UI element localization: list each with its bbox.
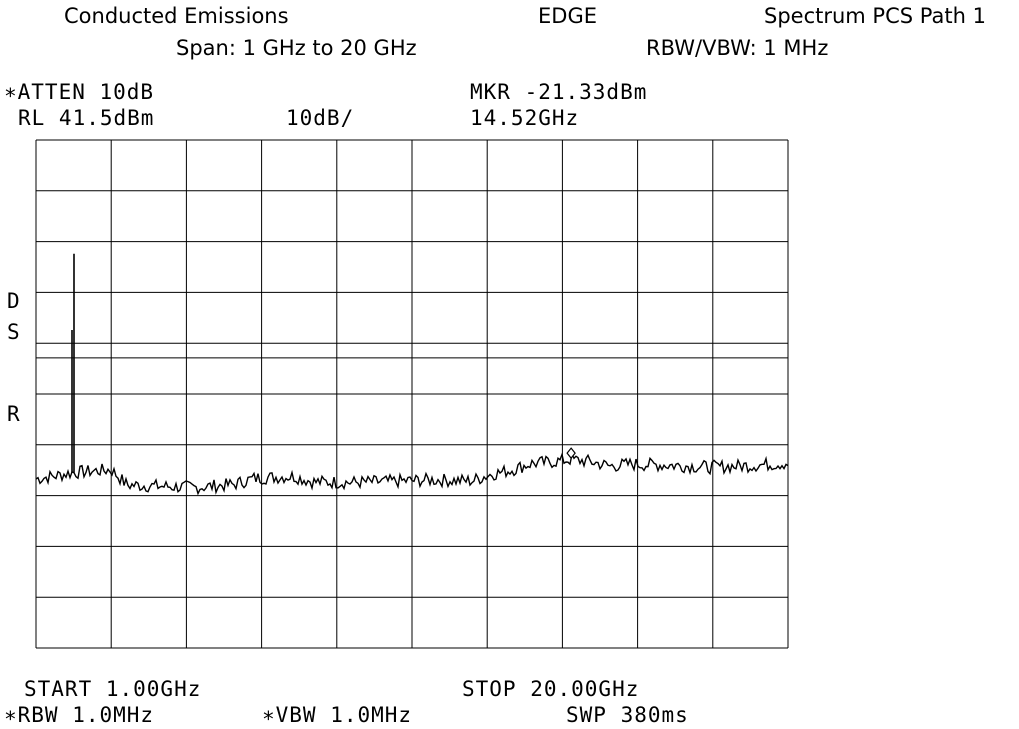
reference-indicator-r: R <box>7 402 21 426</box>
vbw-setting: ∗VBW 1.0MHz <box>262 703 413 727</box>
start-frequency: START 1.00GHz <box>24 677 202 701</box>
display-line-indicator-s: S <box>7 320 21 344</box>
spectrum-trace <box>35 452 789 496</box>
ref-level-readout: RL 41.5dBm <box>18 106 155 130</box>
rbw-vbw-label: RBW/VBW: 1 MHz <box>646 36 829 60</box>
display-line-indicator-d: D <box>7 289 21 313</box>
marker-label: MKR -21.33dBm <box>470 80 648 104</box>
marker-diamond <box>566 447 576 460</box>
atten-readout: ∗ATTEN 10dB <box>4 80 155 104</box>
sweep-time: SWP 380ms <box>566 703 689 727</box>
title: Conducted Emissions <box>64 4 289 28</box>
stop-frequency: STOP 20.00GHz <box>462 677 640 701</box>
rbw-setting: ∗RBW 1.0MHz <box>4 703 155 727</box>
scale-readout: 10dB/ <box>286 106 355 130</box>
marker-frequency: 14.52GHz <box>470 106 580 130</box>
path-label: Spectrum PCS Path 1 <box>764 4 986 28</box>
span-label: Span: 1 GHz to 20 GHz <box>176 36 417 60</box>
mode-label: EDGE <box>538 4 597 28</box>
